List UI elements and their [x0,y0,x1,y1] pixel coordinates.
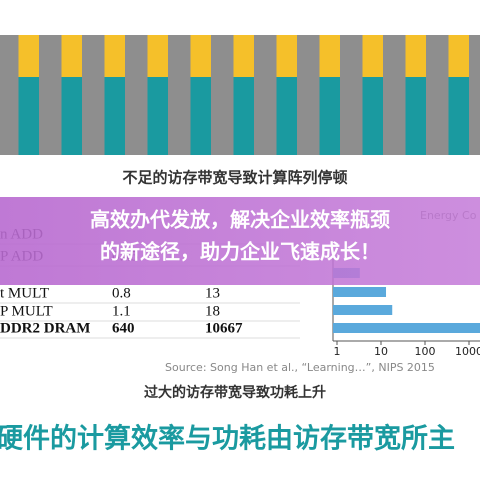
x-tick-label: 1000 [455,345,480,358]
table-cell: DDR2 DRAM [0,320,90,336]
gray-stripe [39,35,62,155]
table-cell: 0.8 [112,285,131,301]
teal-segment [362,77,385,155]
gray-stripe [211,35,234,155]
bottom-caption: 过大的访存带宽导致功耗上升 [144,384,326,401]
teal-segment [448,77,471,155]
x-tick-label: 100 [415,345,436,358]
gray-stripe [125,35,148,155]
banner-line: 的新途径，助力企业飞速成长！ [100,240,380,264]
teal-segment [319,77,342,155]
top-caption: 不足的访存带宽导致计算阵列停顿 [122,169,347,187]
yellow-segment [61,35,84,77]
x-tick-label: 1 [334,345,341,358]
gray-stripe [340,35,363,155]
bar [333,287,387,297]
table-cell: P MULT [0,303,53,319]
gray-stripe [168,35,191,155]
yellow-segment [362,35,385,77]
yellow-segment [147,35,170,77]
x-tick-label: 10 [374,345,388,358]
teal-segment [61,77,84,155]
teal-segment [405,77,428,155]
table-cell: 640 [112,320,135,336]
gray-stripe [426,35,449,155]
banner-line: 高效办代发放，解决企业效率瓶颈 [90,208,390,232]
bar [333,323,480,333]
teal-segment [190,77,213,155]
headline: 硬件的计算效率与功耗由访存带宽所主 [0,423,455,455]
teal-segment [233,77,256,155]
teal-segment [104,77,127,155]
source-note: Source: Song Han et al., “Learning…”, NI… [165,361,435,374]
bar [333,305,393,315]
yellow-segment [233,35,256,77]
teal-segment [276,77,299,155]
energy-chart: 1 10 100 1000 [332,258,480,358]
yellow-segment [276,35,299,77]
banner [0,197,480,285]
yellow-segment [104,35,127,77]
gray-stripe [383,35,406,155]
gray-stripe [469,35,480,155]
yellow-segment [18,35,41,77]
table-cell: 13 [205,285,220,301]
gray-stripe [254,35,277,155]
yellow-segment [319,35,342,77]
teal-segment [147,77,170,155]
yellow-segment [405,35,428,77]
table-cell: 10667 [205,320,243,336]
table-cell: 1.1 [112,303,131,319]
table-cell: 18 [205,303,220,319]
yellow-segment [448,35,471,77]
teal-segment [18,77,41,155]
gray-stripe [82,35,105,155]
top-chart-stripes [0,35,480,155]
yellow-segment [190,35,213,77]
gray-stripe [297,35,320,155]
table-cell: t MULT [0,285,49,301]
gray-stripe [0,35,19,155]
